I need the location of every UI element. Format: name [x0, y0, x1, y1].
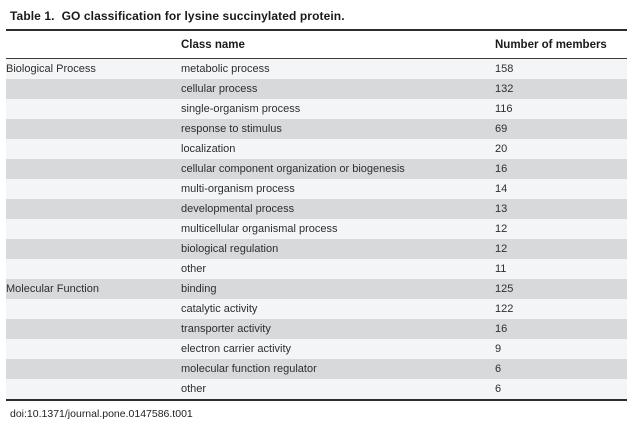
member-count-cell: 158 [495, 58, 627, 79]
member-count-cell: 12 [495, 219, 627, 239]
header-class-name-cell: Class name [181, 31, 495, 59]
table-title: Table 1. GO classification for lysine suc… [10, 9, 640, 23]
class-name-cell: response to stimulus [181, 119, 495, 139]
table-row: other 6 [6, 379, 627, 400]
table-row: Molecular Function binding 125 [6, 279, 627, 299]
table-row: cellular component organization or bioge… [6, 159, 627, 179]
category-cell [6, 299, 181, 319]
category-cell [6, 359, 181, 379]
class-name-cell: metabolic process [181, 58, 495, 79]
class-name-cell: biological regulation [181, 239, 495, 259]
table-row: catalytic activity 122 [6, 299, 627, 319]
class-name-cell: localization [181, 139, 495, 159]
member-count-cell: 116 [495, 99, 627, 119]
member-count-cell: 16 [495, 159, 627, 179]
class-name-cell: transporter activity [181, 319, 495, 339]
table-row: response to stimulus 69 [6, 119, 627, 139]
member-count-cell: 69 [495, 119, 627, 139]
member-count-cell: 6 [495, 379, 627, 400]
table-row: molecular function regulator 6 [6, 359, 627, 379]
category-cell [6, 179, 181, 199]
header-category-cell [6, 31, 181, 59]
table-title-text: GO classification for lysine succinylate… [61, 9, 345, 23]
class-name-cell: other [181, 379, 495, 400]
class-name-cell: cellular process [181, 79, 495, 99]
category-cell [6, 239, 181, 259]
class-name-cell: molecular function regulator [181, 359, 495, 379]
class-name-cell: other [181, 259, 495, 279]
class-name-cell: binding [181, 279, 495, 299]
category-cell: Biological Process [6, 58, 181, 79]
member-count-cell: 20 [495, 139, 627, 159]
member-count-cell: 132 [495, 79, 627, 99]
table-row: cellular process 132 [6, 79, 627, 99]
category-cell [6, 99, 181, 119]
member-count-cell: 11 [495, 259, 627, 279]
table-row: single-organism process 116 [6, 99, 627, 119]
category-cell [6, 219, 181, 239]
table-row: transporter activity 16 [6, 319, 627, 339]
class-name-cell: single-organism process [181, 99, 495, 119]
category-cell [6, 379, 181, 400]
table-row: other 11 [6, 259, 627, 279]
category-cell [6, 159, 181, 179]
category-cell [6, 319, 181, 339]
class-name-cell: electron carrier activity [181, 339, 495, 359]
category-cell [6, 199, 181, 219]
table-row: Biological Process metabolic process 158 [6, 58, 627, 79]
table-number-label: Table 1. [10, 9, 55, 23]
member-count-cell: 16 [495, 319, 627, 339]
table-row: localization 20 [6, 139, 627, 159]
class-name-cell: catalytic activity [181, 299, 495, 319]
class-name-cell: multicellular organismal process [181, 219, 495, 239]
member-count-cell: 13 [495, 199, 627, 219]
member-count-cell: 122 [495, 299, 627, 319]
header-row: Class name Number of members [6, 31, 627, 59]
title-rule [6, 29, 627, 31]
category-cell: Molecular Function [6, 279, 181, 299]
table-body: Biological Process metabolic process 158 ce… [6, 58, 627, 400]
table-row: multicellular organismal process 12 [6, 219, 627, 239]
table-row: multi-organism process 14 [6, 179, 627, 199]
doi-text: doi:10.1371/journal.pone.0147586.t001 [10, 408, 193, 420]
category-cell [6, 339, 181, 359]
member-count-cell: 12 [495, 239, 627, 259]
table-row: electron carrier activity 9 [6, 339, 627, 359]
table-row: developmental process 13 [6, 199, 627, 219]
member-count-cell: 125 [495, 279, 627, 299]
category-cell [6, 139, 181, 159]
member-count-cell: 6 [495, 359, 627, 379]
category-cell [6, 79, 181, 99]
member-count-cell: 14 [495, 179, 627, 199]
go-classification-table: Class name Number of members Biological … [6, 31, 627, 401]
class-name-cell: multi-organism process [181, 179, 495, 199]
class-name-cell: developmental process [181, 199, 495, 219]
header-number-of-members-cell: Number of members [495, 31, 627, 59]
class-name-cell: cellular component organization or bioge… [181, 159, 495, 179]
member-count-cell: 9 [495, 339, 627, 359]
table-row: biological regulation 12 [6, 239, 627, 259]
category-cell [6, 259, 181, 279]
category-cell [6, 119, 181, 139]
